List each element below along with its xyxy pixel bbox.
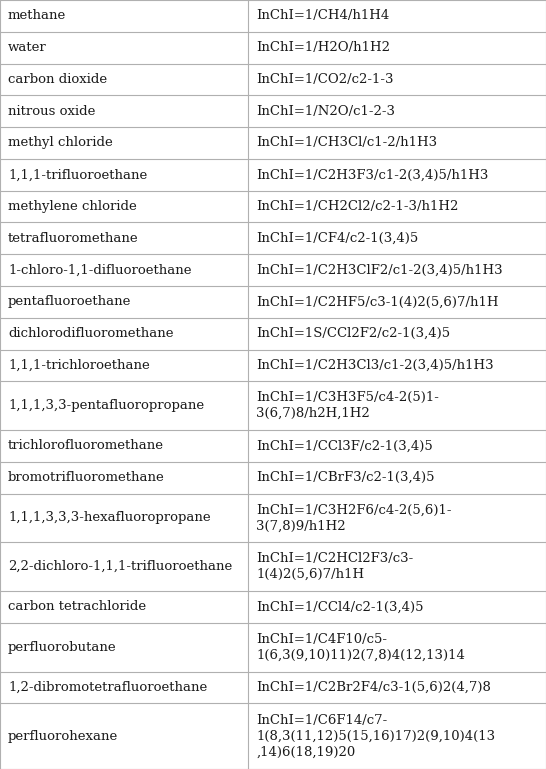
Bar [0, 191, 546, 222]
Text: carbon tetrachloride: carbon tetrachloride [8, 601, 146, 614]
Text: bromotrifluoromethane: bromotrifluoromethane [8, 471, 165, 484]
Bar [0, 127, 546, 159]
Text: 1,1,1,3,3-pentafluoropropane: 1,1,1,3,3-pentafluoropropane [8, 399, 204, 412]
Text: InChI=1/C6F14/c7-
1(8,3(11,12)5(15,16)17)2(9,10)4(13
,14)6(18,19)20: InChI=1/C6F14/c7- 1(8,3(11,12)5(15,16)17… [257, 714, 496, 759]
Text: methane: methane [8, 9, 66, 22]
Text: 1,1,1-trifluoroethane: 1,1,1-trifluoroethane [8, 168, 147, 181]
Text: 1,2-dibromotetrafluoroethane: 1,2-dibromotetrafluoroethane [8, 681, 207, 694]
Text: pentafluoroethane: pentafluoroethane [8, 295, 132, 308]
Text: perfluorohexane: perfluorohexane [8, 730, 118, 743]
Text: InChI=1/C2HCl2F3/c3-
1(4)2(5,6)7/h1H: InChI=1/C2HCl2F3/c3- 1(4)2(5,6)7/h1H [257, 552, 414, 581]
Text: dichlorodifluoromethane: dichlorodifluoromethane [8, 327, 174, 340]
Text: InChI=1/CH3Cl/c1-2/h1H3: InChI=1/CH3Cl/c1-2/h1H3 [257, 136, 437, 149]
Bar [0, 350, 546, 381]
Text: 1,1,1-trichloroethane: 1,1,1-trichloroethane [8, 359, 150, 372]
Bar [0, 318, 546, 350]
Text: 1,1,1,3,3,3-hexafluoropropane: 1,1,1,3,3,3-hexafluoropropane [8, 511, 211, 524]
Bar [0, 542, 546, 591]
Text: InChI=1/CF4/c2-1(3,4)5: InChI=1/CF4/c2-1(3,4)5 [257, 231, 419, 245]
Bar [0, 623, 546, 671]
Text: InChI=1/CBrF3/c2-1(3,4)5: InChI=1/CBrF3/c2-1(3,4)5 [257, 471, 435, 484]
Bar [0, 95, 546, 127]
Text: InChI=1/CCl4/c2-1(3,4)5: InChI=1/CCl4/c2-1(3,4)5 [257, 601, 424, 614]
Text: InChI=1/CO2/c2-1-3: InChI=1/CO2/c2-1-3 [257, 73, 394, 86]
Text: methylene chloride: methylene chloride [8, 200, 136, 213]
Bar [0, 591, 546, 623]
Text: InChI=1/CCl3F/c2-1(3,4)5: InChI=1/CCl3F/c2-1(3,4)5 [257, 439, 433, 452]
Text: InChI=1S/CCl2F2/c2-1(3,4)5: InChI=1S/CCl2F2/c2-1(3,4)5 [257, 327, 450, 340]
Text: InChI=1/C3H2F6/c4-2(5,6)1-
3(7,8)9/h1H2: InChI=1/C3H2F6/c4-2(5,6)1- 3(7,8)9/h1H2 [257, 504, 452, 532]
Text: InChI=1/C2Br2F4/c3-1(5,6)2(4,7)8: InChI=1/C2Br2F4/c3-1(5,6)2(4,7)8 [257, 681, 491, 694]
Bar [0, 494, 546, 542]
Text: InChI=1/C3H3F5/c4-2(5)1-
3(6,7)8/h2H,1H2: InChI=1/C3H3F5/c4-2(5)1- 3(6,7)8/h2H,1H2 [257, 391, 440, 420]
Bar [0, 671, 546, 704]
Text: InChI=1/CH4/h1H4: InChI=1/CH4/h1H4 [257, 9, 390, 22]
Text: InChI=1/C2H3F3/c1-2(3,4)5/h1H3: InChI=1/C2H3F3/c1-2(3,4)5/h1H3 [257, 168, 489, 181]
Text: InChI=1/C4F10/c5-
1(6,3(9,10)11)2(7,8)4(12,13)14: InChI=1/C4F10/c5- 1(6,3(9,10)11)2(7,8)4(… [257, 633, 465, 661]
Text: methyl chloride: methyl chloride [8, 136, 113, 149]
Text: InChI=1/H2O/h1H2: InChI=1/H2O/h1H2 [257, 42, 390, 54]
Bar [0, 462, 546, 494]
Bar [0, 704, 546, 769]
Bar [0, 64, 546, 95]
Text: InChI=1/N2O/c1-2-3: InChI=1/N2O/c1-2-3 [257, 105, 395, 118]
Text: InChI=1/C2HF5/c3-1(4)2(5,6)7/h1H: InChI=1/C2HF5/c3-1(4)2(5,6)7/h1H [257, 295, 499, 308]
Text: InChI=1/C2H3ClF2/c1-2(3,4)5/h1H3: InChI=1/C2H3ClF2/c1-2(3,4)5/h1H3 [257, 264, 503, 277]
Text: nitrous oxide: nitrous oxide [8, 105, 96, 118]
Bar [0, 32, 546, 64]
Text: 1-chloro-1,1-difluoroethane: 1-chloro-1,1-difluoroethane [8, 264, 192, 277]
Text: 2,2-dichloro-1,1,1-trifluoroethane: 2,2-dichloro-1,1,1-trifluoroethane [8, 560, 232, 573]
Bar [0, 159, 546, 191]
Text: perfluorobutane: perfluorobutane [8, 641, 117, 654]
Text: InChI=1/CH2Cl2/c2-1-3/h1H2: InChI=1/CH2Cl2/c2-1-3/h1H2 [257, 200, 459, 213]
Bar [0, 255, 546, 286]
Bar [0, 222, 546, 255]
Text: water: water [8, 42, 47, 54]
Text: InChI=1/C2H3Cl3/c1-2(3,4)5/h1H3: InChI=1/C2H3Cl3/c1-2(3,4)5/h1H3 [257, 359, 494, 372]
Bar [0, 286, 546, 318]
Bar [0, 381, 546, 430]
Bar [0, 430, 546, 462]
Text: carbon dioxide: carbon dioxide [8, 73, 107, 86]
Text: trichlorofluoromethane: trichlorofluoromethane [8, 439, 164, 452]
Text: tetrafluoromethane: tetrafluoromethane [8, 231, 139, 245]
Bar [0, 0, 546, 32]
